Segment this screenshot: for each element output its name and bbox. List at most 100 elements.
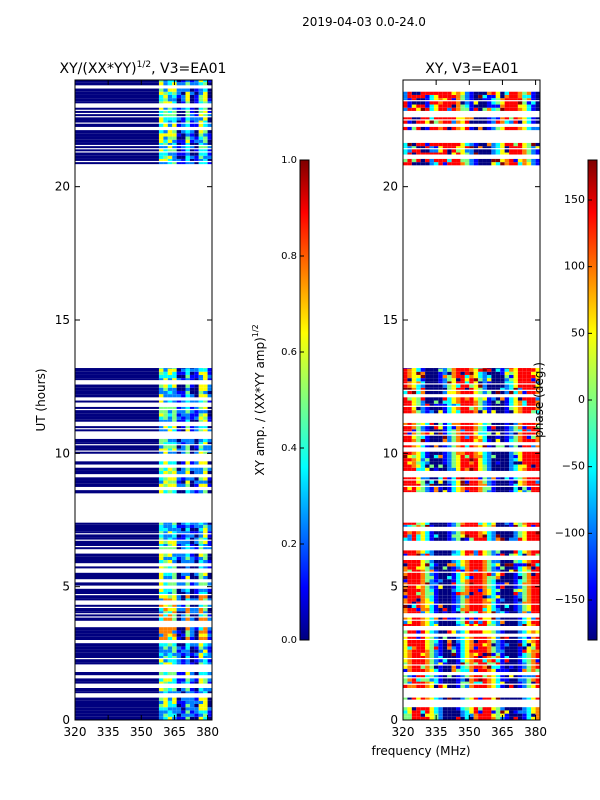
phase-cell xyxy=(500,368,505,372)
phase-cell xyxy=(447,592,452,596)
amp-cell xyxy=(181,152,186,156)
phase-cell xyxy=(456,604,461,608)
phase-cell xyxy=(478,572,483,576)
phase-cell xyxy=(517,368,523,369)
phase-cell xyxy=(478,461,483,465)
phase-cell xyxy=(456,94,461,99)
phase-cell xyxy=(416,426,421,430)
phase-cell xyxy=(522,566,527,570)
phase-cell xyxy=(509,158,514,163)
phase-cell xyxy=(509,588,514,592)
phase-cell xyxy=(438,640,443,644)
phase-cell xyxy=(411,480,417,484)
phase-cell xyxy=(500,98,505,101)
amp-cell xyxy=(203,371,208,375)
amp-cell xyxy=(158,646,164,650)
amp-cell xyxy=(189,697,195,701)
phase-cell xyxy=(438,368,443,372)
amp-cell xyxy=(189,371,195,375)
phase-cell xyxy=(407,522,412,525)
phase-cell xyxy=(469,490,474,493)
phase-cell xyxy=(403,675,408,678)
phase-cell xyxy=(425,400,430,404)
phase-cell xyxy=(442,117,448,120)
phase-cell xyxy=(517,572,523,576)
phase-cell xyxy=(456,158,461,163)
phase-cell xyxy=(517,684,523,688)
phase-cell xyxy=(407,454,412,459)
phase-cell xyxy=(500,464,505,468)
phase-cell xyxy=(438,713,443,717)
amp-cell xyxy=(207,155,212,159)
phase-cell xyxy=(438,707,443,711)
amp-cell xyxy=(172,704,177,708)
phase-cell xyxy=(451,381,457,384)
amp-cell xyxy=(185,544,190,546)
phase-cell xyxy=(482,576,487,580)
phase-cell xyxy=(535,668,540,672)
phase-cell xyxy=(469,378,474,382)
phase-cell xyxy=(456,566,461,570)
phase-cell xyxy=(509,598,514,602)
phase-cell xyxy=(486,569,492,572)
phase-cell xyxy=(456,572,461,576)
phase-cell xyxy=(478,374,483,379)
phase-cell xyxy=(460,553,465,556)
phase-cell xyxy=(491,467,496,471)
phase-cell xyxy=(500,158,505,163)
phase-cell xyxy=(509,582,514,585)
phase-cell xyxy=(522,707,527,711)
phase-cell xyxy=(438,652,443,656)
phase-cell xyxy=(416,681,421,684)
amp-cell xyxy=(207,611,212,614)
phase-cell xyxy=(425,435,430,439)
amp-flagged-cell xyxy=(75,438,159,443)
amp-cell xyxy=(203,656,208,658)
phase-cell xyxy=(513,608,518,612)
amp-cell xyxy=(203,451,208,454)
amp-cell xyxy=(172,614,177,617)
phase-cell xyxy=(526,640,532,644)
phase-cell xyxy=(438,435,443,439)
phase-cell xyxy=(456,406,461,411)
amp-cell xyxy=(172,406,177,409)
phase-cell xyxy=(420,477,426,480)
amp-cell xyxy=(203,80,208,83)
amp-cell xyxy=(176,461,182,465)
phase-cell xyxy=(429,98,434,101)
phase-cell xyxy=(411,678,417,682)
amp-cell xyxy=(158,133,164,137)
amp-cell xyxy=(176,490,182,494)
amp-cell xyxy=(185,560,190,564)
amp-cell xyxy=(163,470,168,475)
phase-cell xyxy=(447,406,452,411)
phase-cell xyxy=(460,120,465,124)
phase-cell xyxy=(491,550,496,554)
phase-cell xyxy=(478,522,483,525)
phase-cell xyxy=(535,435,540,439)
phase-cell xyxy=(403,461,408,465)
phase-cell xyxy=(531,675,536,678)
amp-cell xyxy=(158,633,164,637)
phase-cell xyxy=(469,620,474,624)
phase-cell xyxy=(411,582,417,585)
phase-cell xyxy=(513,550,518,554)
amp-cell xyxy=(158,467,164,471)
phase-cell xyxy=(504,675,510,678)
phase-cell xyxy=(526,374,532,379)
phase-cell xyxy=(473,483,479,486)
amp-flagged-cell xyxy=(75,101,159,104)
phase-cell xyxy=(460,569,465,572)
phase-cell xyxy=(513,91,518,95)
y-tick-label: 0 xyxy=(62,713,70,727)
phase-cell xyxy=(416,582,421,585)
amp-cell xyxy=(163,394,168,398)
phase-cell xyxy=(526,636,532,639)
phase-cell xyxy=(451,387,457,390)
amp-cell xyxy=(185,659,190,663)
amp-cell xyxy=(172,467,177,471)
phase-cell xyxy=(451,569,457,572)
phase-cell xyxy=(425,716,430,720)
phase-cell xyxy=(509,120,514,124)
